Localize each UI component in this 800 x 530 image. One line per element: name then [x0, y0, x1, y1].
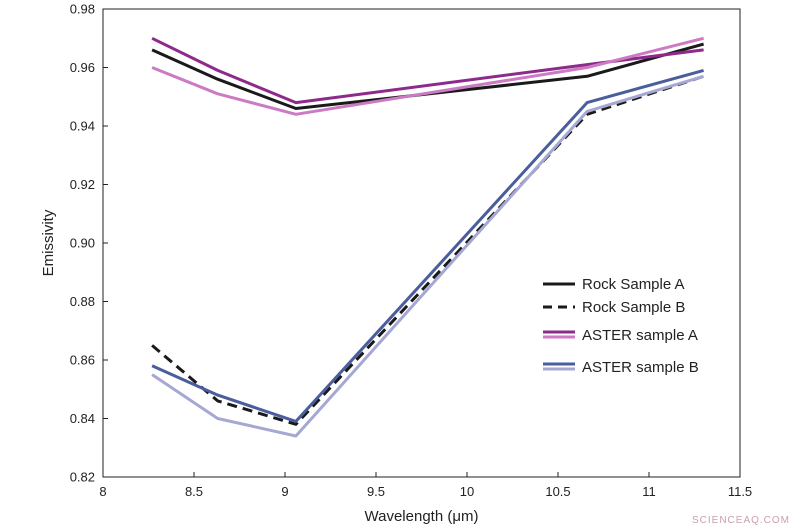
series-line-2 — [151, 36, 704, 105]
series-layer — [151, 36, 705, 438]
y-axis-title: Emissivity — [40, 209, 57, 276]
y-tick-label: 0.84 — [70, 411, 95, 426]
series-line-1 — [151, 74, 705, 426]
x-tick-label: 9.5 — [367, 484, 385, 499]
watermark: SCIENCEAQ.COM — [691, 515, 790, 526]
series-line-0 — [151, 42, 704, 110]
y-tick-label: 0.88 — [70, 294, 95, 309]
x-tick-label: 8 — [99, 484, 106, 499]
y-tick-label: 0.82 — [70, 470, 95, 485]
y-axis: 0.82 0.84 0.86 0.88 0.90 0.92 0.94 0.96 0.98 — [70, 2, 108, 485]
x-axis: 8 8.5 9 9.5 10 10.5 11 11.5 — [99, 472, 752, 499]
y-tick-label: 0.90 — [70, 236, 95, 251]
series-line-5 — [151, 74, 705, 438]
legend-label-rock-sample-a: Rock Sample A — [582, 276, 685, 293]
legend-label-aster-sample-b: ASTER sample B — [582, 359, 699, 376]
legend-label-rock-sample-b: Rock Sample B — [582, 299, 685, 316]
x-tick-label: 8.5 — [185, 484, 203, 499]
y-tick-label: 0.86 — [70, 353, 95, 368]
x-tick-label: 9 — [281, 484, 288, 499]
series-line-4 — [151, 68, 704, 423]
x-tick-label: 10 — [460, 484, 474, 499]
y-tick-label: 0.94 — [70, 119, 95, 134]
legend-label-aster-sample-a: ASTER sample A — [582, 327, 698, 344]
y-tick-label: 0.96 — [70, 60, 95, 75]
x-tick-label: 11.5 — [728, 484, 752, 499]
y-tick-label: 0.98 — [70, 2, 95, 17]
x-axis-title: Wavelength (μm) — [365, 508, 479, 525]
series-line-3 — [151, 36, 704, 116]
y-tick-label: 0.92 — [70, 177, 95, 192]
legend: Rock Sample A Rock Sample B ASTER sample… — [543, 276, 699, 376]
x-tick-label: 10.5 — [545, 484, 570, 499]
x-tick-label: 11 — [642, 484, 656, 499]
